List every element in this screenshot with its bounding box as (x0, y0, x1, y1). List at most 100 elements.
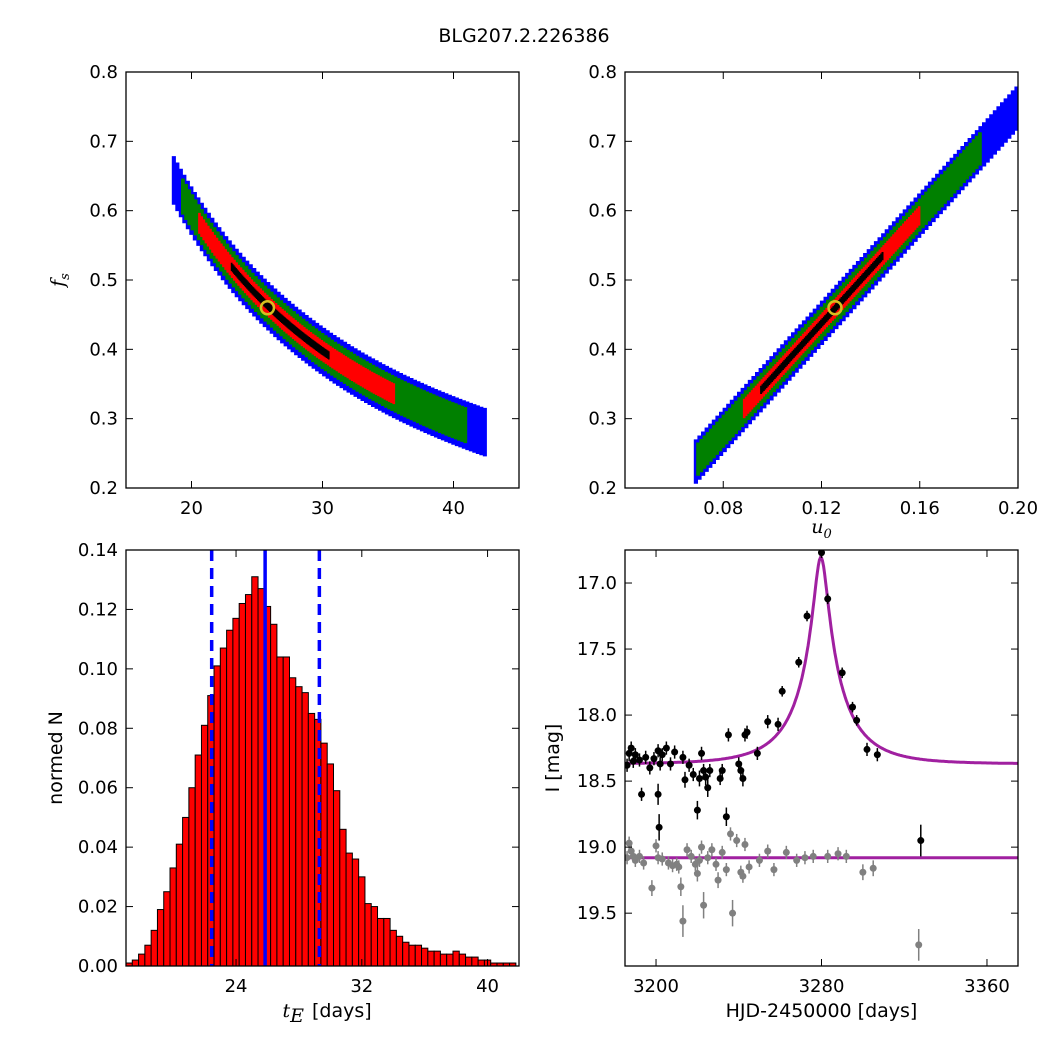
histogram-bar (370, 906, 379, 966)
histogram-bar (358, 876, 366, 966)
data-point (642, 753, 650, 761)
data-point (658, 751, 666, 759)
data-point (667, 760, 675, 768)
data-point (695, 856, 703, 864)
data-point (655, 823, 663, 831)
x-tick-label: 32 (350, 976, 373, 997)
y-tick-label: 0.00 (78, 956, 118, 977)
plot-area (126, 550, 517, 966)
histogram-bar (446, 953, 454, 966)
data-point (718, 767, 726, 775)
histogram-bar (282, 656, 290, 966)
plot-area (625, 550, 1018, 961)
x-axis-label: tE [days] (283, 1000, 372, 1027)
histogram-bar (295, 686, 303, 966)
panel-u0-vs-fs: 0.08 0.12 0.16 0.20 0.2 0.3 0.4 0.5 0.6 0.7 0.8 u0 (588, 62, 1038, 542)
panel-te-vs-fs: 20 30 40 0.2 0.3 0.4 0.5 0.6 0.7 0.8 fs (47, 62, 520, 519)
y-tick-label: 0.7 (89, 131, 118, 152)
data-point (654, 790, 662, 798)
data-point (700, 901, 708, 909)
histogram-bar (238, 602, 246, 966)
y-tick-label: 18.5 (577, 771, 617, 792)
data-point (743, 728, 751, 736)
axis-ticks: 24 32 40 0.00 0.02 0.04 0.06 0.08 0.10 0.12 0.14 (78, 540, 519, 997)
data-point (687, 852, 695, 860)
x-tick-label: 24 (225, 976, 248, 997)
data-point (774, 720, 782, 728)
data-point (718, 848, 726, 856)
data-point (745, 863, 753, 871)
histogram-bar (169, 867, 177, 966)
contour-sigma1 (198, 212, 396, 405)
histogram-bar (383, 917, 391, 966)
y-tick-label: 17.5 (577, 639, 617, 660)
y-tick-label: 18.0 (577, 705, 617, 726)
data-point (824, 852, 832, 860)
data-point (863, 745, 871, 753)
plot-area (693, 86, 1018, 484)
data-point (726, 830, 734, 838)
data-point (706, 767, 714, 775)
x-tick-label: 30 (311, 498, 334, 519)
data-point (778, 687, 786, 695)
histogram-bar (188, 787, 196, 966)
histogram-bar (131, 959, 140, 966)
data-point (869, 864, 877, 872)
histogram-bar (213, 665, 221, 966)
data-point (698, 843, 706, 851)
histogram-bar (226, 629, 234, 966)
data-point (638, 790, 646, 798)
y-tick-label: 0.2 (588, 478, 617, 499)
data-point (834, 850, 842, 858)
data-point (704, 784, 712, 792)
histogram-bar (194, 754, 202, 966)
histogram-bar (364, 903, 372, 966)
histogram-bar (339, 828, 347, 966)
histogram-bar (144, 944, 152, 966)
histogram-bar (307, 712, 316, 966)
histogram-bar (414, 944, 423, 966)
data-point (685, 761, 693, 769)
histogram-bar (244, 594, 253, 966)
data-point (704, 854, 712, 862)
histogram-bar (377, 917, 385, 966)
figure-title: BLG207.2.226386 (438, 25, 609, 47)
histogram-bar (150, 929, 158, 966)
data-point (625, 761, 631, 769)
histogram-bar (402, 941, 410, 966)
data-point (662, 744, 670, 752)
y-tick-label: 0.3 (89, 409, 118, 430)
data-point (853, 716, 861, 724)
histogram-bar (175, 843, 184, 966)
y-tick-label: 0.4 (89, 339, 118, 360)
y-tick-label: 0.04 (78, 837, 118, 858)
histogram-bar (326, 763, 335, 966)
panel-te-histogram: 24 32 40 0.00 0.02 0.04 0.06 0.08 0.10 0.12 0.14 t… (45, 540, 520, 1027)
y-tick-label: 0.06 (78, 778, 118, 799)
histogram-bar (421, 947, 429, 966)
y-tick-label: 0.14 (78, 540, 118, 561)
data-point (712, 860, 720, 868)
data-point (648, 884, 656, 892)
histogram-bar (471, 956, 479, 966)
data-point (803, 612, 811, 620)
data-point (640, 859, 648, 867)
y-tick-label: 0.2 (89, 478, 118, 499)
x-tick-label: 0.16 (900, 498, 940, 519)
x-tick-label: 0.08 (703, 498, 743, 519)
y-tick-label: 0.08 (78, 718, 118, 739)
y-tick-label: 19.0 (577, 837, 617, 858)
data-point (708, 846, 716, 854)
contour-core (230, 262, 330, 360)
data-point (809, 852, 817, 860)
best-fit-marker (827, 299, 843, 316)
data-point (842, 852, 850, 860)
data-point (859, 868, 867, 876)
y-tick-label: 19.5 (577, 903, 617, 924)
data-point (677, 883, 685, 891)
data-point (714, 876, 722, 884)
data-point (801, 854, 809, 862)
data-point (679, 753, 687, 761)
data-point (658, 855, 666, 863)
